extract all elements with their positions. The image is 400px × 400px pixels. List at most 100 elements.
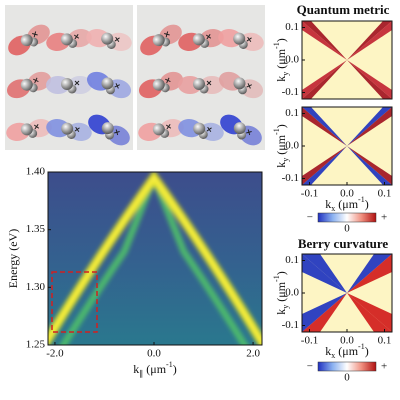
map-wedge: [302, 146, 347, 185]
atom: [20, 123, 33, 136]
orbital: [218, 71, 264, 99]
axis-label-part: (μm: [335, 197, 358, 211]
y-tick-label: 0.1: [285, 107, 299, 119]
y-tick-label: 1.35: [26, 223, 46, 235]
cross: [73, 34, 80, 40]
axis-label-part: ): [274, 38, 288, 42]
atom: [192, 33, 205, 46]
cross: [165, 124, 172, 130]
axis-label-part: y: [281, 305, 290, 309]
orbital: [86, 28, 132, 52]
axis-label-part: -1: [358, 195, 365, 204]
atom: [20, 78, 33, 91]
colorbar-label: +: [381, 212, 387, 224]
axis-label-part: y: [281, 72, 290, 76]
orbital: [46, 76, 92, 94]
atom: [193, 78, 205, 90]
map-wedge: [347, 293, 392, 332]
cross: [32, 31, 38, 38]
axis-label-part: (μm: [274, 134, 288, 157]
axis-label-part: (μm: [143, 362, 166, 376]
cross: [74, 80, 80, 86]
map-wedge: [302, 21, 347, 60]
map-wedge: [347, 146, 392, 185]
y-tick-label: 1.40: [26, 166, 46, 178]
axis-label-part: k: [325, 344, 331, 358]
colorbar-label: 0: [344, 223, 350, 235]
x-tick-label: 0.0: [340, 335, 354, 347]
axis-label-part: x: [331, 204, 335, 213]
map-wedge: [347, 21, 392, 60]
atom: [60, 33, 73, 46]
orbital: [178, 76, 224, 94]
y-tick-label: 0.0: [285, 140, 299, 152]
orbital: [6, 71, 52, 99]
x-tick-label: 0.0: [340, 188, 354, 200]
cross: [114, 83, 120, 89]
cross: [246, 36, 252, 43]
y-tick-label: 0.1: [285, 254, 299, 266]
atom: [233, 77, 246, 90]
orbital: [138, 71, 184, 99]
orbital: [178, 118, 224, 142]
axis-label-part: (μm: [335, 344, 358, 358]
cross: [246, 83, 252, 89]
cross: [33, 124, 40, 130]
y-tick-label: 0.1: [285, 21, 299, 33]
cross: [114, 129, 120, 136]
atom: [233, 122, 246, 135]
x-tick-label: 2.0: [246, 348, 260, 360]
map-wedge: [302, 107, 347, 146]
map-wedge: [347, 254, 392, 293]
axis-label-part: x: [331, 351, 335, 360]
cross: [246, 129, 252, 136]
cross: [164, 31, 170, 38]
cross: [114, 36, 120, 43]
axis-label-part: k: [325, 197, 331, 211]
dispersion: [48, 172, 262, 345]
axis-label-part: ): [274, 271, 288, 275]
map-wedge: [302, 60, 347, 99]
map-wedge: [302, 254, 347, 293]
orbital: [140, 24, 182, 56]
y-tick-label: 0.0: [285, 287, 299, 299]
map-wedge: [347, 60, 392, 99]
atom: [152, 78, 165, 91]
axis-label-part: ): [365, 197, 369, 211]
y-tick-label: 1.30: [26, 281, 46, 293]
x-tick-label: -2.0: [46, 348, 64, 360]
orbital: [178, 28, 224, 52]
atom: [61, 122, 74, 135]
x-tick-label: 0.1: [378, 335, 392, 347]
atom: [61, 78, 73, 90]
orbital: [88, 114, 130, 146]
axis-label-part: -1: [166, 360, 173, 369]
orbital: [218, 28, 264, 52]
axis-label-part: -1: [272, 42, 281, 49]
colorbar: [317, 361, 377, 372]
cross: [206, 126, 212, 133]
axis-label-part: (μm: [274, 281, 288, 304]
axis-label-part: ): [274, 124, 288, 128]
orbital-lobe: [239, 79, 264, 99]
cross: [205, 34, 212, 40]
highlight-box: [51, 271, 98, 333]
colorbar: [317, 212, 377, 223]
colorbar-label: −: [307, 212, 313, 224]
cross: [74, 126, 80, 133]
orbital: [86, 71, 132, 99]
atom: [101, 32, 114, 45]
orbital: [220, 114, 262, 146]
orbital: [46, 28, 92, 52]
axis-label-part: ): [173, 362, 177, 376]
axis-label-part: -1: [272, 275, 281, 282]
axis-label: ky (μm-1): [272, 271, 290, 314]
atom: [152, 34, 165, 47]
axis-label: kx (μm-1): [325, 195, 368, 213]
colorbar-label: +: [381, 361, 387, 373]
axis-label-part: k: [274, 162, 288, 168]
axis-label-part: k: [274, 76, 288, 82]
axis-label-part: k: [274, 309, 288, 315]
axis-label: ky (μm-1): [272, 38, 290, 81]
